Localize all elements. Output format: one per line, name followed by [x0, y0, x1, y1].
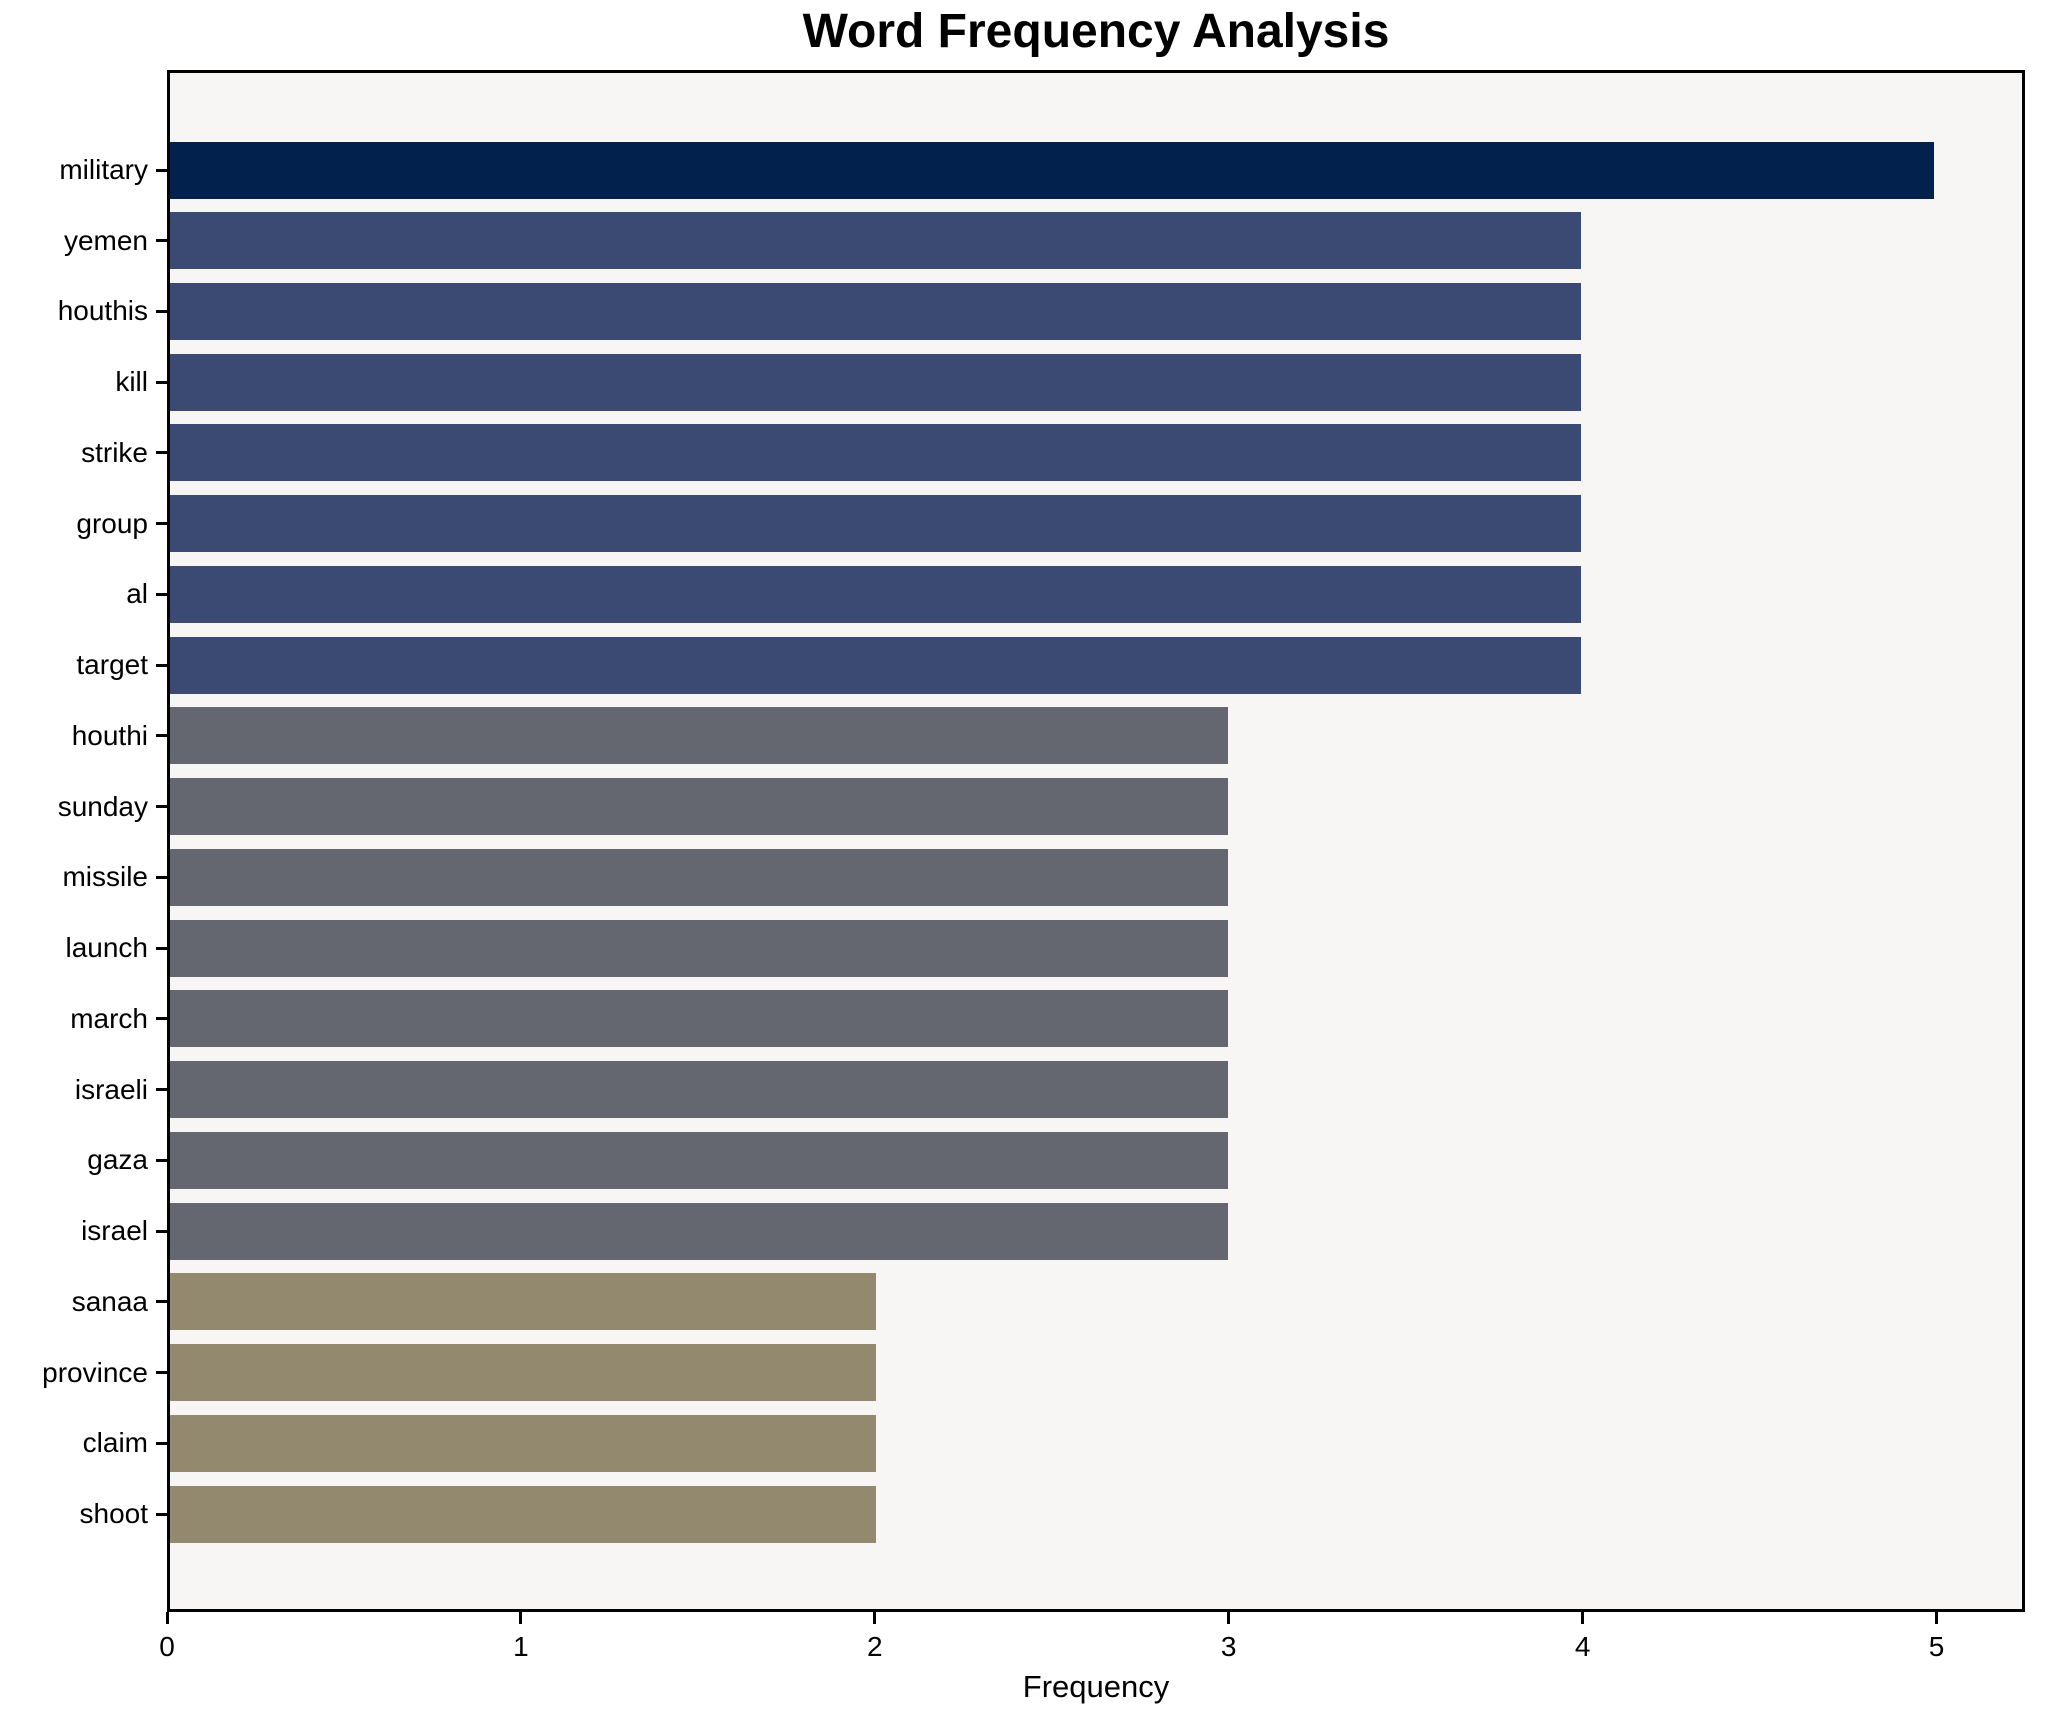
y-tick-mark: [156, 239, 167, 243]
y-tick-label: target: [76, 649, 148, 681]
y-tick-mark: [156, 805, 167, 809]
y-tick-label: kill: [115, 366, 148, 398]
y-tick-mark: [156, 1088, 167, 1092]
y-tick-label: sunday: [57, 790, 148, 822]
y-tick-label: israel: [81, 1215, 148, 1247]
chart-title: Word Frequency Analysis: [802, 5, 1390, 58]
plot-area: [167, 70, 2025, 1612]
x-tick-label: 2: [867, 1631, 883, 1662]
y-tick-mark: [156, 168, 167, 172]
y-tick-mark: [156, 1441, 167, 1445]
x-tick-mark: [873, 1612, 877, 1624]
y-tick-label: group: [76, 507, 148, 539]
y-tick-label: houthis: [57, 295, 148, 327]
x-tick-label: 3: [1220, 1631, 1237, 1662]
y-tick-label: houthi: [71, 719, 148, 751]
bar: [170, 1202, 1229, 1260]
bar: [170, 353, 1582, 411]
x-tick-label: 4: [1574, 1631, 1591, 1662]
x-axis-title: Frequency: [1022, 1669, 1170, 1704]
y-tick-mark: [156, 592, 167, 596]
bar: [170, 424, 1582, 482]
y-tick-mark: [156, 1512, 167, 1516]
y-tick-mark: [156, 309, 167, 313]
y-tick-mark: [156, 663, 167, 667]
x-tick-label: 5: [1928, 1631, 1945, 1662]
y-tick-mark: [156, 1300, 167, 1304]
y-tick-label: march: [70, 1002, 148, 1034]
bar: [170, 212, 1582, 270]
x-tick-mark: [1227, 1612, 1231, 1624]
bar: [170, 141, 1934, 199]
y-tick-label: shoot: [79, 1498, 149, 1530]
y-tick-label: sanaa: [71, 1285, 148, 1317]
y-tick-label: yemen: [63, 224, 148, 256]
bar: [170, 990, 1229, 1048]
x-tick-mark: [1581, 1612, 1585, 1624]
bar: [170, 282, 1582, 340]
y-tick-label: gaza: [87, 1144, 148, 1176]
y-tick-label: missile: [62, 861, 148, 893]
bar: [170, 1273, 876, 1331]
y-tick-label: launch: [65, 932, 148, 964]
bar: [170, 636, 1582, 694]
bar: [170, 1061, 1229, 1119]
y-tick-mark: [156, 451, 167, 455]
bar: [170, 1414, 876, 1472]
y-tick-mark: [156, 522, 167, 526]
y-tick-mark: [156, 1158, 167, 1162]
bar: [170, 1131, 1229, 1189]
x-tick-label: 0: [159, 1631, 175, 1662]
x-tick-mark: [1935, 1612, 1939, 1624]
bar: [170, 1485, 876, 1543]
y-tick-mark: [156, 1371, 167, 1375]
y-tick-label: claim: [82, 1427, 148, 1459]
y-tick-mark: [156, 380, 167, 384]
y-tick-label: province: [42, 1356, 148, 1388]
y-tick-mark: [156, 1229, 167, 1233]
x-tick-mark: [519, 1612, 523, 1624]
y-tick-mark: [156, 875, 167, 879]
y-tick-mark: [156, 946, 167, 950]
y-tick-mark: [156, 1017, 167, 1021]
x-tick-label: 1: [513, 1631, 529, 1662]
x-tick-mark: [165, 1612, 169, 1624]
y-tick-label: israeli: [74, 1073, 148, 1105]
bar: [170, 1344, 876, 1402]
y-tick-mark: [156, 734, 167, 738]
bar: [170, 495, 1582, 553]
y-tick-label: al: [126, 578, 148, 610]
y-tick-label: strike: [81, 436, 148, 468]
bar: [170, 919, 1229, 977]
bar: [170, 778, 1229, 836]
bar: [170, 848, 1229, 906]
bar: [170, 707, 1229, 765]
bar: [170, 565, 1582, 623]
y-tick-label: military: [59, 154, 148, 185]
